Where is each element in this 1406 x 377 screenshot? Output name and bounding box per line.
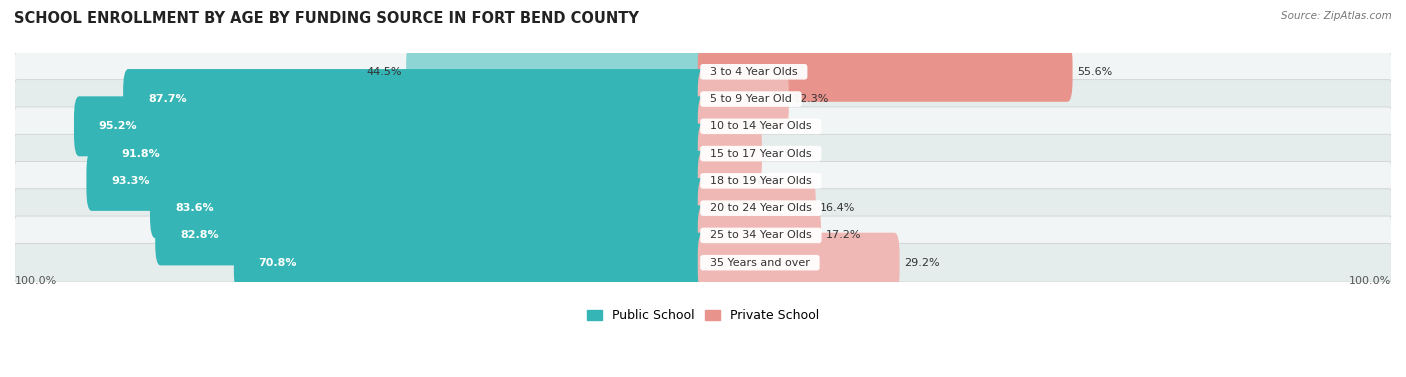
FancyBboxPatch shape [14,52,1392,91]
Text: 91.8%: 91.8% [121,149,160,159]
Text: 100.0%: 100.0% [15,276,58,286]
Text: 55.6%: 55.6% [1077,67,1112,77]
FancyBboxPatch shape [697,178,815,238]
FancyBboxPatch shape [14,243,1392,282]
Text: 95.2%: 95.2% [98,121,138,131]
Text: 20 to 24 Year Olds: 20 to 24 Year Olds [703,203,818,213]
FancyBboxPatch shape [697,151,752,211]
Text: 15 to 17 Year Olds: 15 to 17 Year Olds [703,149,818,159]
Text: 5 to 9 Year Old: 5 to 9 Year Old [703,94,799,104]
Text: 100.0%: 100.0% [1348,276,1391,286]
Text: 12.3%: 12.3% [793,94,828,104]
Text: Source: ZipAtlas.com: Source: ZipAtlas.com [1281,11,1392,21]
Text: 82.8%: 82.8% [180,230,219,241]
Text: SCHOOL ENROLLMENT BY AGE BY FUNDING SOURCE IN FORT BEND COUNTY: SCHOOL ENROLLMENT BY AGE BY FUNDING SOUR… [14,11,638,26]
Text: 3 to 4 Year Olds: 3 to 4 Year Olds [703,67,804,77]
FancyBboxPatch shape [86,151,709,211]
FancyBboxPatch shape [697,97,740,156]
Text: 17.2%: 17.2% [825,230,860,241]
FancyBboxPatch shape [14,161,1392,200]
FancyBboxPatch shape [14,189,1392,227]
Text: 35 Years and over: 35 Years and over [703,257,817,268]
Text: 93.3%: 93.3% [111,176,150,186]
FancyBboxPatch shape [697,205,821,265]
FancyBboxPatch shape [14,80,1392,118]
FancyBboxPatch shape [697,69,789,129]
Text: 6.7%: 6.7% [756,176,785,186]
Text: 10 to 14 Year Olds: 10 to 14 Year Olds [703,121,818,131]
Text: 16.4%: 16.4% [820,203,856,213]
Text: 8.2%: 8.2% [766,149,794,159]
Text: 44.5%: 44.5% [366,67,402,77]
Text: 87.7%: 87.7% [148,94,187,104]
FancyBboxPatch shape [14,134,1392,173]
FancyBboxPatch shape [406,42,709,102]
FancyBboxPatch shape [96,124,709,184]
FancyBboxPatch shape [155,205,709,265]
FancyBboxPatch shape [697,42,1073,102]
Legend: Public School, Private School: Public School, Private School [583,305,823,326]
Text: 83.6%: 83.6% [174,203,214,213]
Text: 70.8%: 70.8% [259,257,297,268]
FancyBboxPatch shape [697,124,762,184]
FancyBboxPatch shape [14,107,1392,146]
FancyBboxPatch shape [75,97,709,156]
Text: 29.2%: 29.2% [904,257,939,268]
FancyBboxPatch shape [233,233,709,293]
Text: 4.8%: 4.8% [744,121,773,131]
FancyBboxPatch shape [14,216,1392,255]
FancyBboxPatch shape [697,233,900,293]
FancyBboxPatch shape [150,178,709,238]
FancyBboxPatch shape [124,69,709,129]
Text: 25 to 34 Year Olds: 25 to 34 Year Olds [703,230,818,241]
Text: 18 to 19 Year Olds: 18 to 19 Year Olds [703,176,818,186]
